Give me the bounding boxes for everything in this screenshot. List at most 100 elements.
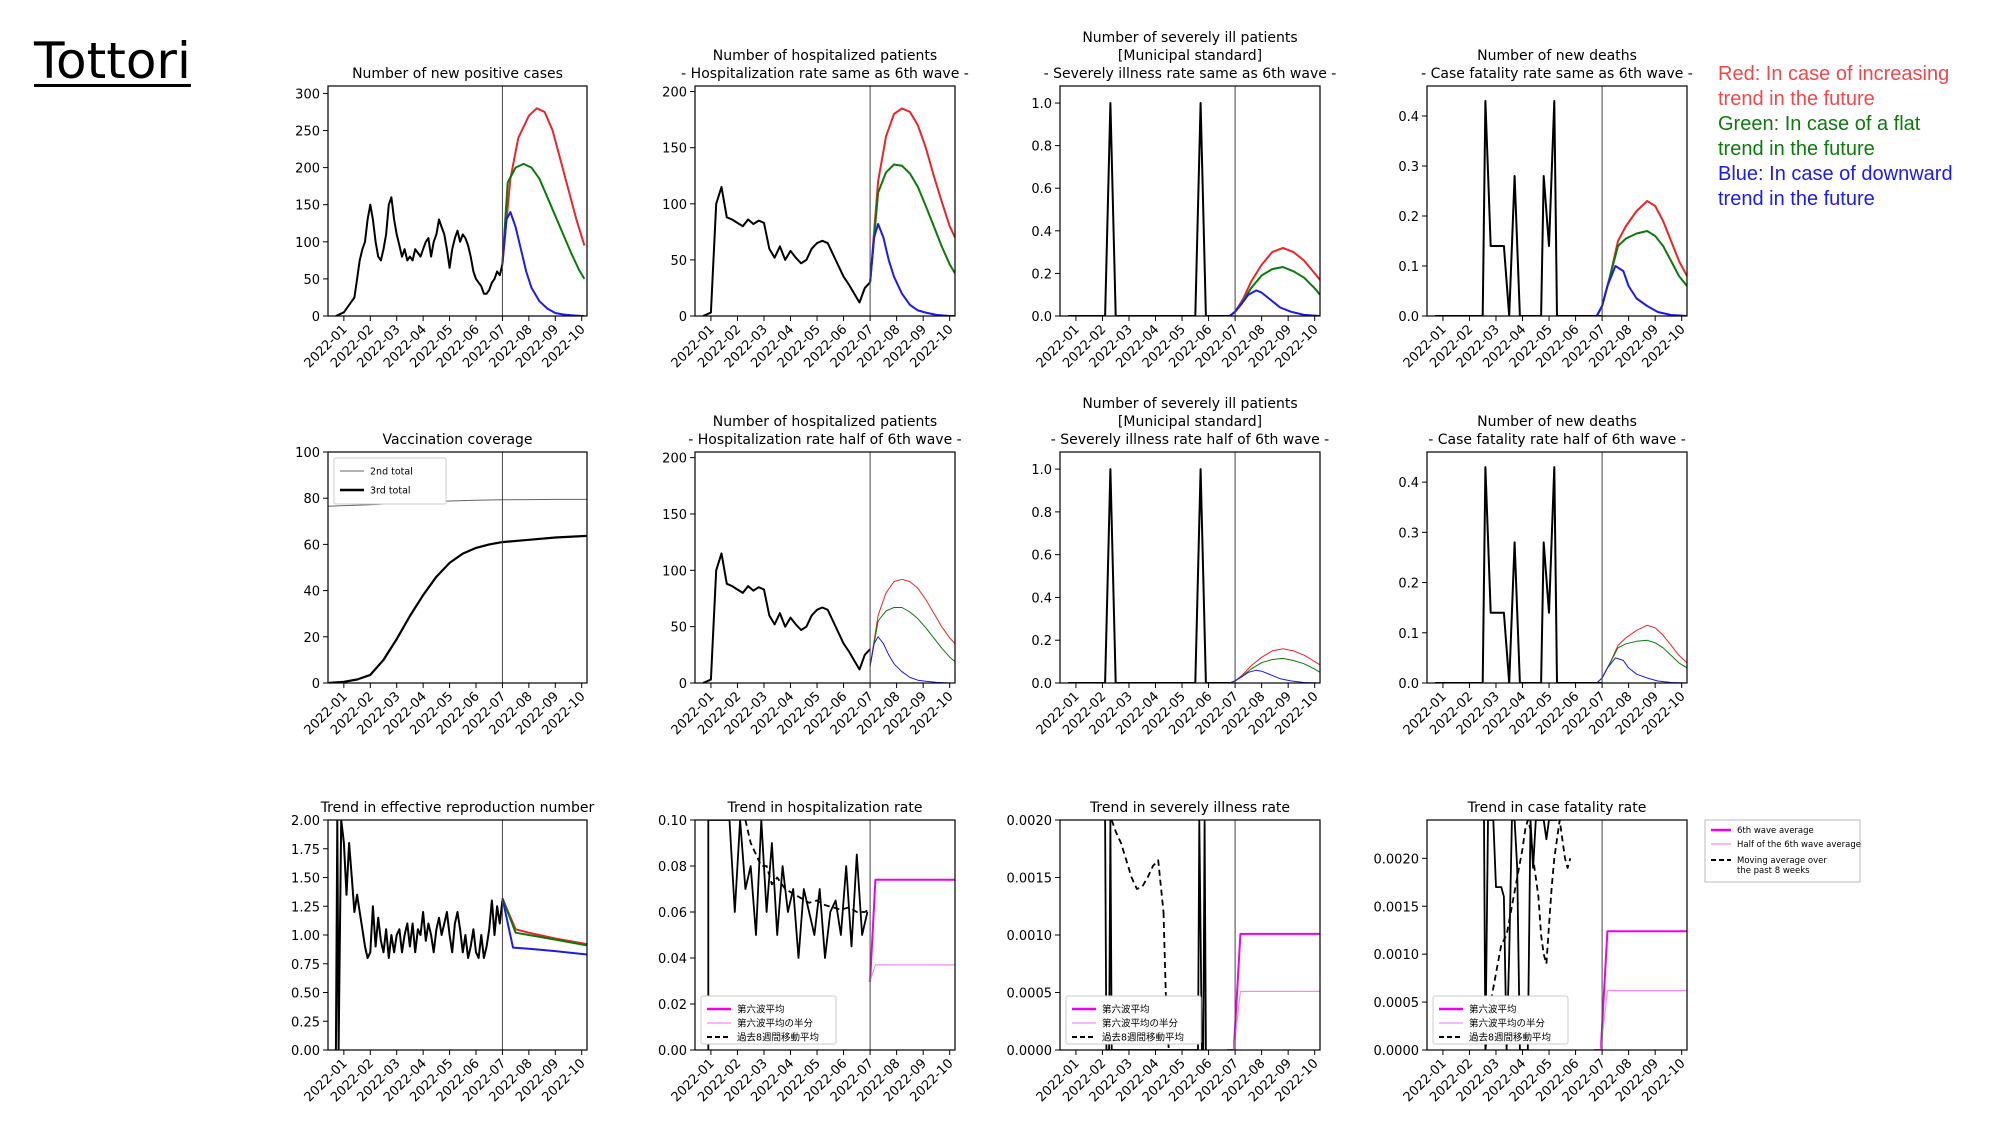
legend-green-line2: trend in the future xyxy=(1718,138,1875,160)
plot-frame xyxy=(327,451,588,684)
y-tick-label: 0.00 xyxy=(291,1044,320,1059)
y-tick-label: 300 xyxy=(295,87,320,102)
series-line-blue xyxy=(501,211,585,316)
chart-title: - Severely illness rate half of 6th wave… xyxy=(1051,432,1329,448)
chart-c3: Number of severely ill patients [Municipa… xyxy=(1031,30,1336,371)
series-line-black xyxy=(335,196,504,316)
y-tick-label: 50 xyxy=(670,254,687,269)
y-tick-label: 0.4 xyxy=(1031,225,1052,240)
chart-title: - Case fatality rate half of 6th wave - xyxy=(1428,432,1686,448)
series-line-black xyxy=(1435,466,1603,683)
y-tick-label: 250 xyxy=(295,125,320,140)
series-line-black xyxy=(707,820,869,1050)
series-line-red xyxy=(1596,624,1687,683)
chart-title: Number of hospitalized patients xyxy=(713,414,937,430)
y-tick-label: 0.25 xyxy=(291,1015,320,1030)
chart-title: Number of hospitalized patients xyxy=(713,48,937,64)
y-tick-label: 1.0 xyxy=(1031,463,1052,478)
legend-label: 3rd total xyxy=(370,486,411,497)
series-line-magenta xyxy=(1227,932,1320,1050)
y-tick-label: 0.1 xyxy=(1398,627,1419,642)
y-tick-label: 0.50 xyxy=(291,987,320,1002)
series-line-green xyxy=(1229,657,1320,683)
chart-c9: Trend in effective reproduction number 0.… xyxy=(291,800,594,1105)
chart-title: Number of new deaths xyxy=(1477,48,1637,64)
legend-blue-line1: Blue: In case of downward xyxy=(1718,163,1953,185)
chart-title: Trend in case fatality rate xyxy=(1467,800,1647,816)
series-line-red xyxy=(1229,648,1320,683)
plot-frame xyxy=(1426,819,1688,1051)
y-tick-label: 100 xyxy=(662,198,687,213)
series-line-green xyxy=(869,163,955,283)
y-tick-label: 0.08 xyxy=(658,860,687,875)
chart-c1: Number of new positive cases 0 50 100 150 200… xyxy=(295,66,588,371)
legend-label: Half of the 6th wave average xyxy=(1737,840,1861,850)
series-line-black xyxy=(1484,820,1572,1050)
chart-c4: Number of new deaths - Case fatality rate… xyxy=(1398,48,1693,371)
chart-title: Number of new positive cases xyxy=(352,66,563,82)
series-line-black xyxy=(1435,100,1603,316)
y-tick-label: 0.3 xyxy=(1398,526,1419,541)
series-line-blue xyxy=(869,636,955,683)
y-tick-label: 0.0000 xyxy=(1007,1044,1053,1059)
y-tick-label: 0.8 xyxy=(1031,506,1052,521)
y-tick-label: 1.75 xyxy=(291,843,320,858)
series-line-black xyxy=(702,552,871,683)
plot-frame xyxy=(1059,85,1321,317)
y-tick-label: 0 xyxy=(312,677,320,692)
legend-label: 第六波平均 xyxy=(737,1004,785,1016)
legend-label: 第六波平均の半分 xyxy=(1469,1018,1546,1030)
y-tick-label: 20 xyxy=(303,631,320,646)
series-line-pink xyxy=(1594,989,1687,1050)
chart-title: Number of severely ill patients xyxy=(1082,396,1297,412)
y-tick-label: 0.0010 xyxy=(1374,948,1420,963)
series-line-pink xyxy=(1227,990,1320,1050)
series-line-green xyxy=(1229,266,1320,316)
y-tick-label: 150 xyxy=(662,508,687,523)
y-tick-label: 1.0 xyxy=(1031,97,1052,112)
y-tick-label: 80 xyxy=(303,492,320,507)
legend-label: 第六波平均 xyxy=(1469,1004,1517,1016)
series-line-black xyxy=(1483,820,1557,1050)
chart-title: [Municipal standard] xyxy=(1118,414,1262,430)
series-line-black xyxy=(328,534,587,683)
y-tick-label: 0.0 xyxy=(1031,310,1052,325)
chart-c8: Number of new deaths - Case fatality rate… xyxy=(1398,414,1688,738)
series-line-black xyxy=(702,186,871,316)
y-tick-label: 0 xyxy=(679,677,687,692)
y-tick-label: 1.50 xyxy=(291,872,320,887)
y-tick-label: 0.0 xyxy=(1031,677,1052,692)
y-tick-label: 0.2 xyxy=(1398,210,1419,225)
y-tick-label: 1.25 xyxy=(291,900,320,915)
chart-legend: 2nd total 3rd total xyxy=(333,457,447,505)
plot-frame xyxy=(327,819,588,1051)
y-tick-label: 0 xyxy=(312,310,320,325)
y-tick-label: 50 xyxy=(670,621,687,636)
series-line-blue xyxy=(501,897,587,956)
y-tick-label: 0 xyxy=(679,310,687,325)
legend-label: 第六波平均 xyxy=(1102,1004,1150,1016)
chart-title: Trend in hospitalization rate xyxy=(727,800,923,816)
y-tick-label: 0.0015 xyxy=(1007,872,1053,887)
chart-c12: Trend in case fatality rate 0.0000 0.0005 0… xyxy=(1374,800,1689,1105)
series-line-black xyxy=(1104,820,1207,1050)
plot-frame xyxy=(694,451,956,684)
series-line-pink xyxy=(868,964,955,982)
y-tick-label: 0.0 xyxy=(1398,677,1419,692)
chart-c5: Vaccination coverage0204060801002022-012… xyxy=(295,432,588,738)
legend-label: 6th wave average xyxy=(1737,826,1814,836)
series-line-green xyxy=(869,607,955,667)
y-tick-label: 200 xyxy=(295,162,320,177)
series-line-black xyxy=(334,820,504,1050)
chart-title: Trend in severely illness rate xyxy=(1089,800,1290,816)
plot-frame xyxy=(1426,451,1688,684)
series-line-red xyxy=(1595,200,1687,316)
chart-title: - Hospitalization rate half of 6th wave … xyxy=(688,432,961,448)
legend-label: the past 8 weeks xyxy=(1737,866,1810,876)
series-group xyxy=(1068,102,1320,316)
legend-label: 過去8週間移動平均 xyxy=(1102,1032,1184,1044)
series-line-red xyxy=(869,107,955,283)
